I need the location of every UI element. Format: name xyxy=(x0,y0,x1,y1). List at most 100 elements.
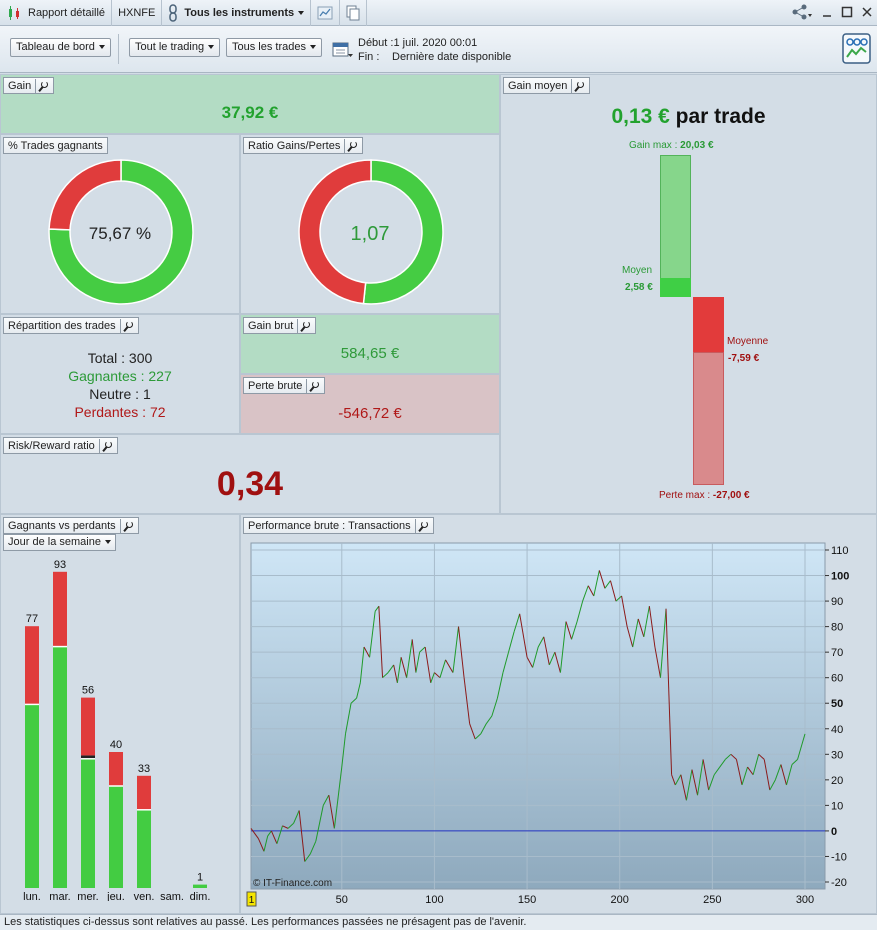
avg-win-value: 2,58 € xyxy=(625,282,653,293)
mean-loss-label: Moyenne xyxy=(727,336,769,347)
date-range: Début :1 juil. 2020 00:01 Fin : Dernière … xyxy=(358,36,511,64)
weekday-win-bar xyxy=(25,704,39,888)
y-tick-label: 40 xyxy=(831,724,843,736)
performance-segment xyxy=(769,779,776,791)
max-gain-label: Gain max : xyxy=(629,140,678,151)
wrench-icon[interactable] xyxy=(98,438,113,453)
chart-button[interactable] xyxy=(311,0,341,26)
start-marker-label: 1 xyxy=(249,895,255,906)
weekday-total-label: 77 xyxy=(26,613,38,625)
performance-segment xyxy=(374,605,380,612)
performance-segment xyxy=(378,606,384,678)
performance-segment xyxy=(382,672,389,679)
performance-segment xyxy=(415,652,421,673)
wrench-icon[interactable] xyxy=(414,518,429,533)
end-label: Fin : xyxy=(358,51,380,63)
y-tick-label: 20 xyxy=(831,775,843,787)
performance-segment xyxy=(513,613,521,632)
maximize-icon[interactable] xyxy=(841,6,853,18)
win-pct-loss-slice xyxy=(48,159,122,231)
wrench-icon[interactable] xyxy=(35,78,49,93)
chart-icon xyxy=(317,6,333,19)
max-loss-value: -27,00 € xyxy=(712,490,750,501)
mean-loss-value: -7,59 € xyxy=(728,353,760,364)
winners-count: Gagnantes : 227 xyxy=(68,368,172,384)
toolbar: Tableau de bord Tout le trading Tous les… xyxy=(0,26,877,73)
performance-segment xyxy=(758,753,765,760)
performance-segment xyxy=(719,759,726,768)
wrench-icon[interactable] xyxy=(119,318,134,333)
gross-gain-title-text: Gain brut xyxy=(248,319,294,332)
performance-segment xyxy=(439,659,447,678)
wrench-icon[interactable] xyxy=(306,378,320,393)
performance-segment xyxy=(485,715,493,724)
weekday-title: Gagnants vs perdants xyxy=(3,517,139,534)
performance-segment xyxy=(730,753,737,760)
y-tick-label: 80 xyxy=(831,622,843,634)
report-tab[interactable]: Rapport détaillé xyxy=(0,0,113,26)
y-tick-label: 50 xyxy=(831,698,843,710)
calendar-icon[interactable] xyxy=(332,40,354,60)
weekday-panel: Gagnants vs perdants Jour de la semaine … xyxy=(0,514,240,914)
y-tick-label: 90 xyxy=(831,596,843,608)
weekday-selector[interactable]: Jour de la semaine xyxy=(3,534,116,551)
y-tick-label: -10 xyxy=(831,851,847,863)
weekday-neutral-bar xyxy=(81,755,95,759)
wrench-icon[interactable] xyxy=(297,318,311,333)
trades-dropdown[interactable]: Tous les trades xyxy=(226,38,322,57)
gain-value: 37,92 € xyxy=(221,103,279,122)
performance-segment xyxy=(604,580,611,589)
performance-segment xyxy=(322,794,330,806)
max-gain-caption: Gain max : 20,03 € xyxy=(629,140,714,151)
close-icon[interactable] xyxy=(861,6,873,18)
weekday-win-bar xyxy=(53,646,67,888)
dashboard-dropdown[interactable]: Tableau de bord xyxy=(10,38,111,57)
report-title: Rapport détaillé xyxy=(28,6,106,19)
performance-segment xyxy=(315,805,324,842)
report-settings-icon[interactable] xyxy=(842,33,872,65)
performance-segment xyxy=(543,636,550,666)
performance-segment xyxy=(685,769,693,801)
gross-loss-title-text: Perte brute xyxy=(248,379,303,392)
performance-segment xyxy=(680,774,687,801)
weekday-day-label: mer. xyxy=(77,891,98,901)
performance-segment xyxy=(713,766,721,776)
copy-button[interactable] xyxy=(340,0,368,26)
performance-segment xyxy=(496,672,504,699)
wrench-icon[interactable] xyxy=(571,78,585,93)
performance-segment xyxy=(615,595,622,602)
account-label[interactable]: HXNFE xyxy=(112,0,163,26)
wrench-icon[interactable] xyxy=(119,518,134,533)
trading-dropdown[interactable]: Tout le trading xyxy=(129,38,221,57)
performance-segment xyxy=(648,606,656,648)
weekday-day-label: sam. xyxy=(160,891,184,901)
minimize-icon[interactable] xyxy=(821,6,833,18)
performance-segment xyxy=(548,651,556,666)
performance-segment xyxy=(665,608,673,775)
performance-segment xyxy=(406,639,413,678)
gain-panel: Gain 37,92 € xyxy=(0,74,500,134)
performance-segment xyxy=(282,825,289,829)
instruments-label: Tous les instruments xyxy=(184,6,295,19)
performance-segment xyxy=(508,631,515,653)
weekday-loss-bar xyxy=(137,775,151,810)
wrench-icon[interactable] xyxy=(344,138,358,153)
instruments-dropdown[interactable]: Tous les instruments xyxy=(162,0,312,26)
performance-segment xyxy=(643,606,650,637)
y-tick-label: 60 xyxy=(831,673,843,685)
win-pct-title: % Trades gagnants xyxy=(3,137,108,154)
performance-segment xyxy=(708,774,715,791)
performance-segment xyxy=(654,646,661,678)
trading-label: Tout le trading xyxy=(135,41,205,53)
repartition-title-text: Répartition des trades xyxy=(8,319,116,332)
performance-segment xyxy=(387,664,395,673)
gain-title: Gain xyxy=(3,77,55,94)
share-icon[interactable] xyxy=(791,4,813,20)
performance-segment xyxy=(434,672,441,679)
performance-segment xyxy=(452,626,460,673)
performance-segment xyxy=(554,652,561,673)
y-tick-label: 10 xyxy=(831,800,843,812)
x-tick-label: 250 xyxy=(703,894,721,906)
title-bar: Rapport détaillé HXNFE Tous les instrume… xyxy=(0,0,877,26)
performance-segment xyxy=(359,646,365,683)
